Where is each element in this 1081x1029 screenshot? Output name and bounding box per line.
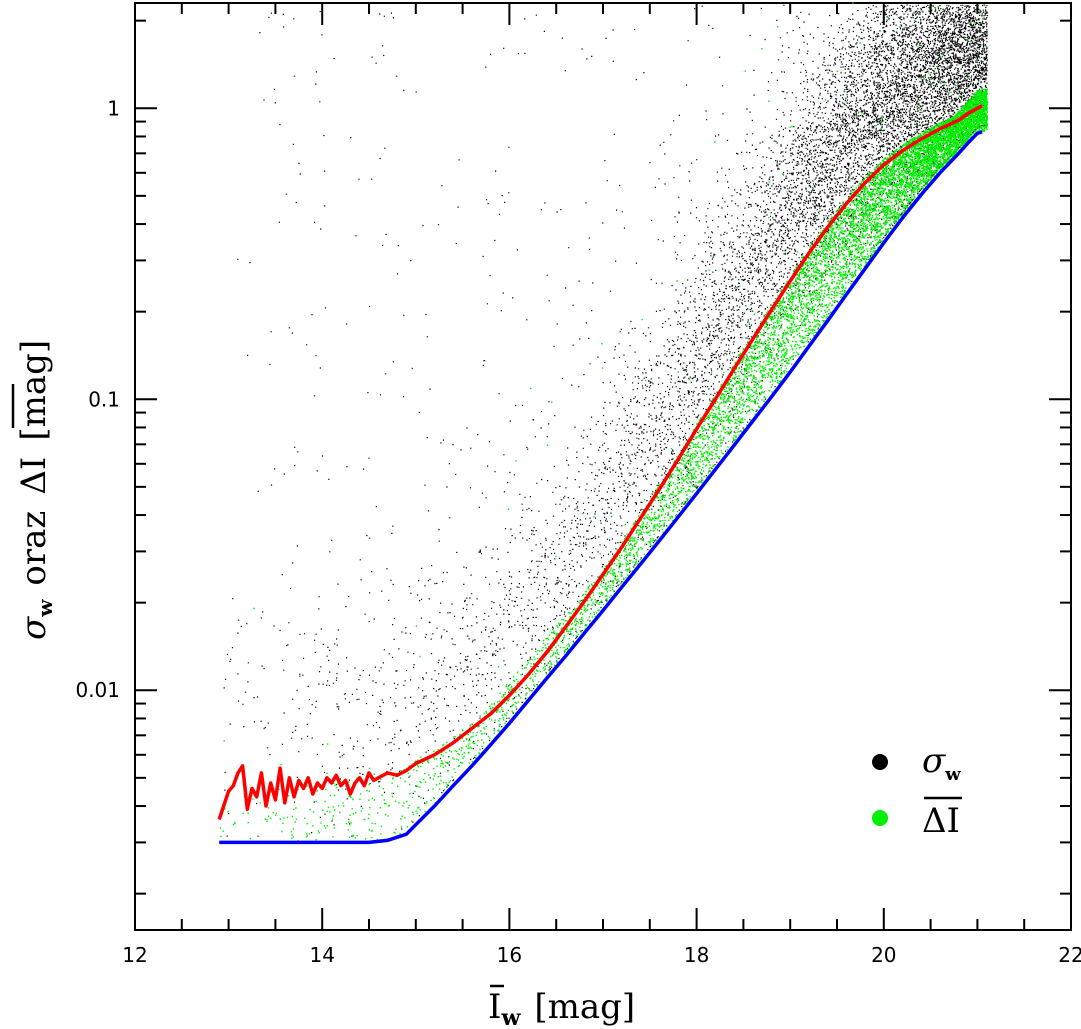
median-sigma-line — [217, 104, 983, 820]
y-tick-label: 1 — [107, 96, 120, 120]
x-axis-title: Iw [mag] — [488, 984, 635, 1029]
y-axis-sigma: σ — [14, 616, 54, 640]
x-tick-label: 16 — [497, 943, 522, 967]
sigma-point-cloud — [223, 4, 988, 837]
series-lines — [217, 104, 983, 845]
y-axis-title: σw oraz ΔI [mag] — [11, 340, 57, 640]
x-tick-label: 22 — [1058, 943, 1081, 967]
x-axis-symbol: I — [488, 987, 501, 1027]
legend-marker-sigma — [872, 754, 888, 770]
sigma-points — [223, 4, 988, 837]
delta-point-cloud — [219, 2, 989, 842]
axis-tick-labels: 12 14 16 18 20 22 0.01 0.1 1 — [75, 96, 1081, 967]
delta-points — [219, 2, 989, 842]
axis-ticks — [134, 3, 1072, 930]
x-tick-label: 12 — [122, 943, 147, 967]
y-tick-label: 0.1 — [88, 387, 120, 411]
x-tick-label: 18 — [684, 943, 709, 967]
x-tick-label: 20 — [871, 943, 896, 967]
legend-label-delta: ΔI — [922, 801, 960, 841]
svg-text:σworazΔI[mag]: σw oraz ΔI [mag] — [14, 340, 57, 640]
legend-marker-delta — [872, 810, 888, 826]
y-axis-sigma-sub: w — [33, 599, 57, 618]
legend-label-sigma: σw — [922, 741, 961, 785]
x-tick-label: 14 — [309, 943, 334, 967]
svg-text:Iw[mag]: Iw [mag] — [488, 987, 635, 1029]
legend-sigma-sub: w — [944, 764, 961, 785]
y-tick-label: 0.01 — [75, 678, 120, 702]
y-axis-conj: oraz — [14, 511, 54, 586]
lower-envelope-line — [219, 130, 983, 845]
y-axis-unit: [mag] — [14, 340, 54, 441]
y-axis-delta: ΔI — [14, 457, 54, 495]
legend-sigma-symbol: σ — [922, 741, 946, 781]
x-axis-subscript: w — [500, 1005, 521, 1029]
legend: σw ΔI — [872, 741, 962, 841]
x-axis-unit: [mag] — [534, 987, 635, 1027]
